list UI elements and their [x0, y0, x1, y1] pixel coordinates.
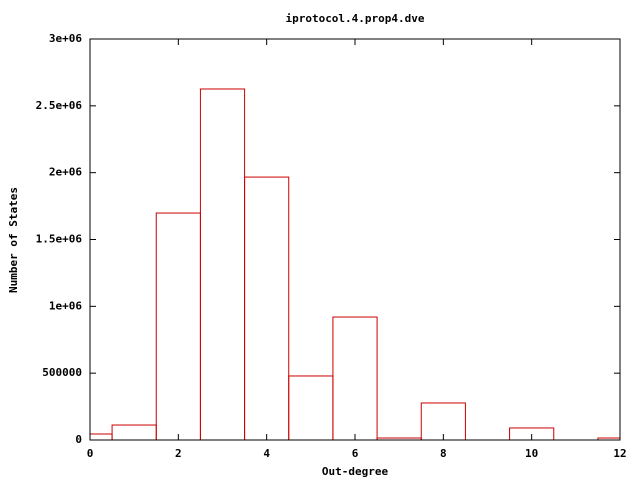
bars [90, 88, 620, 440]
y-tick-label: 2.5e+06 [36, 99, 83, 112]
x-tick-label: 8 [440, 447, 447, 460]
chart-title: iprotocol.4.prop4.dve [285, 12, 424, 25]
y-tick-label: 1.5e+06 [36, 233, 83, 246]
bar [332, 316, 378, 440]
x-tick-label: 4 [263, 447, 270, 460]
x-tick-label: 10 [525, 447, 538, 460]
bar [155, 212, 201, 440]
bar [244, 176, 290, 440]
bar [199, 88, 246, 440]
y-tick-label: 1e+06 [49, 299, 82, 312]
y-tick-label: 3e+06 [49, 32, 82, 45]
x-tick-label: 12 [613, 447, 626, 460]
bar [420, 402, 466, 440]
y-tick-label: 0 [75, 433, 82, 446]
x-tick-label: 0 [87, 447, 94, 460]
bar [597, 437, 620, 440]
bar [288, 375, 334, 440]
x-axis-label: Out-degree [322, 465, 389, 478]
x-tick-label: 6 [352, 447, 359, 460]
y-tick-label: 2e+06 [49, 166, 82, 179]
plot-frame [89, 38, 621, 441]
bar [509, 427, 555, 440]
x-tick-label: 2 [175, 447, 182, 460]
y-axis-label: Number of States [7, 187, 20, 293]
bar [111, 424, 157, 440]
y-tick-label: 500000 [42, 366, 82, 379]
